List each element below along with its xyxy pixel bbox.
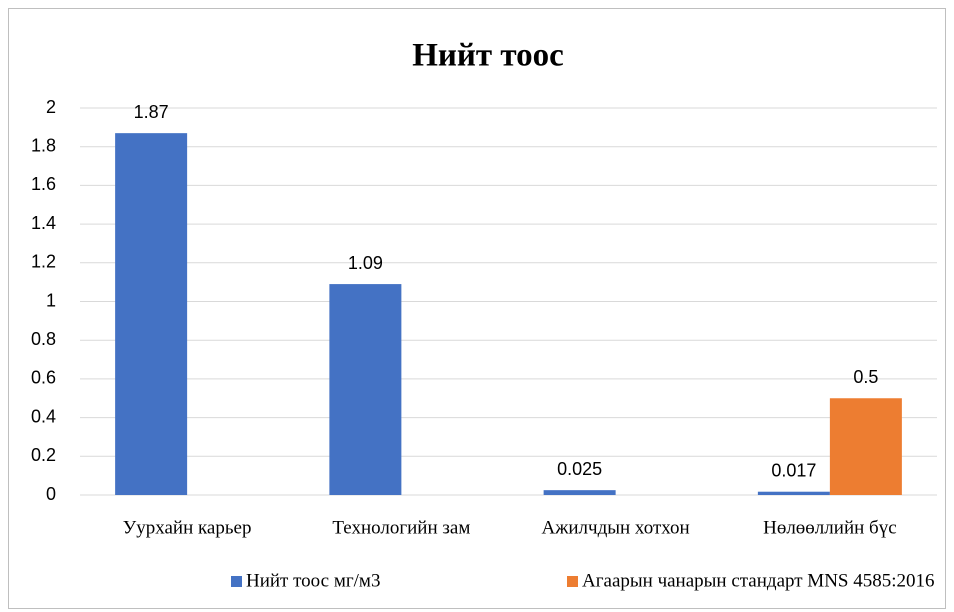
x-tick-label: Нөлөөллийн бүс — [763, 517, 897, 538]
x-tick-label: Технологийн зам — [332, 517, 470, 538]
y-tick-label: 1 — [46, 290, 56, 310]
data-label: 1.87 — [134, 102, 169, 122]
y-tick-label: 0 — [46, 484, 56, 504]
data-label: 0.5 — [853, 367, 878, 387]
bar — [329, 284, 402, 495]
x-tick-label: Уурхайн карьер — [123, 517, 252, 538]
x-tick-label: Ажилчдын хотхон — [542, 517, 690, 538]
bar — [543, 490, 616, 495]
y-tick-label: 0.6 — [31, 368, 56, 388]
legend-swatch — [567, 576, 578, 587]
y-tick-label: 1.6 — [31, 174, 56, 194]
y-tick-label: 0.2 — [31, 445, 56, 465]
data-label: 1.09 — [348, 253, 383, 273]
data-label: 0.025 — [557, 459, 602, 479]
y-tick-label: 1.4 — [31, 213, 56, 233]
data-label: 0.017 — [771, 460, 816, 480]
bar — [115, 133, 188, 495]
y-tick-label: 0.4 — [31, 406, 56, 426]
legend-label: Нийт тоос мг/м3 — [246, 570, 380, 591]
y-tick-label: 1.8 — [31, 135, 56, 155]
bar — [829, 398, 902, 495]
bar — [757, 491, 830, 495]
y-tick-label: 2 — [46, 97, 56, 117]
y-tick-label: 0.8 — [31, 329, 56, 349]
chart-title: Нийт тоос — [412, 38, 564, 74]
y-tick-label: 1.2 — [31, 252, 56, 272]
legend-swatch — [231, 576, 242, 587]
legend-label: Агаарын чанарын стандарт MNS 4585:2016 — [582, 570, 935, 591]
